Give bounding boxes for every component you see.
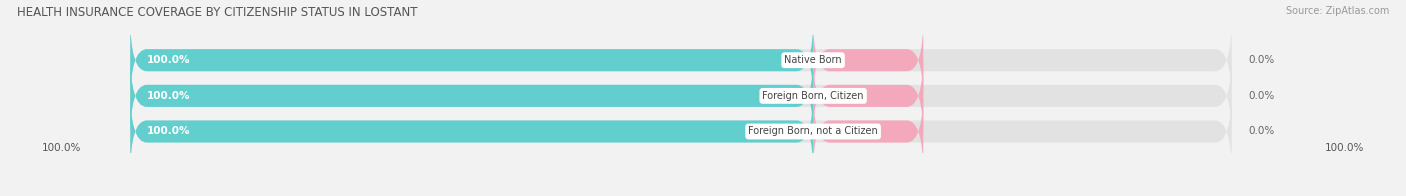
Text: 100.0%: 100.0% [146, 126, 190, 136]
FancyBboxPatch shape [131, 18, 1232, 103]
Text: HEALTH INSURANCE COVERAGE BY CITIZENSHIP STATUS IN LOSTANT: HEALTH INSURANCE COVERAGE BY CITIZENSHIP… [17, 6, 418, 19]
FancyBboxPatch shape [813, 89, 924, 174]
Text: Foreign Born, Citizen: Foreign Born, Citizen [762, 91, 863, 101]
FancyBboxPatch shape [131, 18, 813, 103]
Text: 0.0%: 0.0% [1249, 55, 1274, 65]
Text: 100.0%: 100.0% [1324, 143, 1364, 153]
Text: Foreign Born, not a Citizen: Foreign Born, not a Citizen [748, 126, 877, 136]
FancyBboxPatch shape [813, 18, 924, 103]
Text: 0.0%: 0.0% [1249, 91, 1274, 101]
FancyBboxPatch shape [813, 54, 924, 138]
FancyBboxPatch shape [131, 89, 1232, 174]
Text: Native Born: Native Born [785, 55, 842, 65]
Text: 100.0%: 100.0% [146, 55, 190, 65]
Text: 100.0%: 100.0% [146, 91, 190, 101]
FancyBboxPatch shape [131, 54, 1232, 138]
Text: 0.0%: 0.0% [1249, 126, 1274, 136]
Text: 100.0%: 100.0% [42, 143, 82, 153]
FancyBboxPatch shape [131, 89, 813, 174]
FancyBboxPatch shape [131, 54, 813, 138]
Text: Source: ZipAtlas.com: Source: ZipAtlas.com [1285, 6, 1389, 16]
